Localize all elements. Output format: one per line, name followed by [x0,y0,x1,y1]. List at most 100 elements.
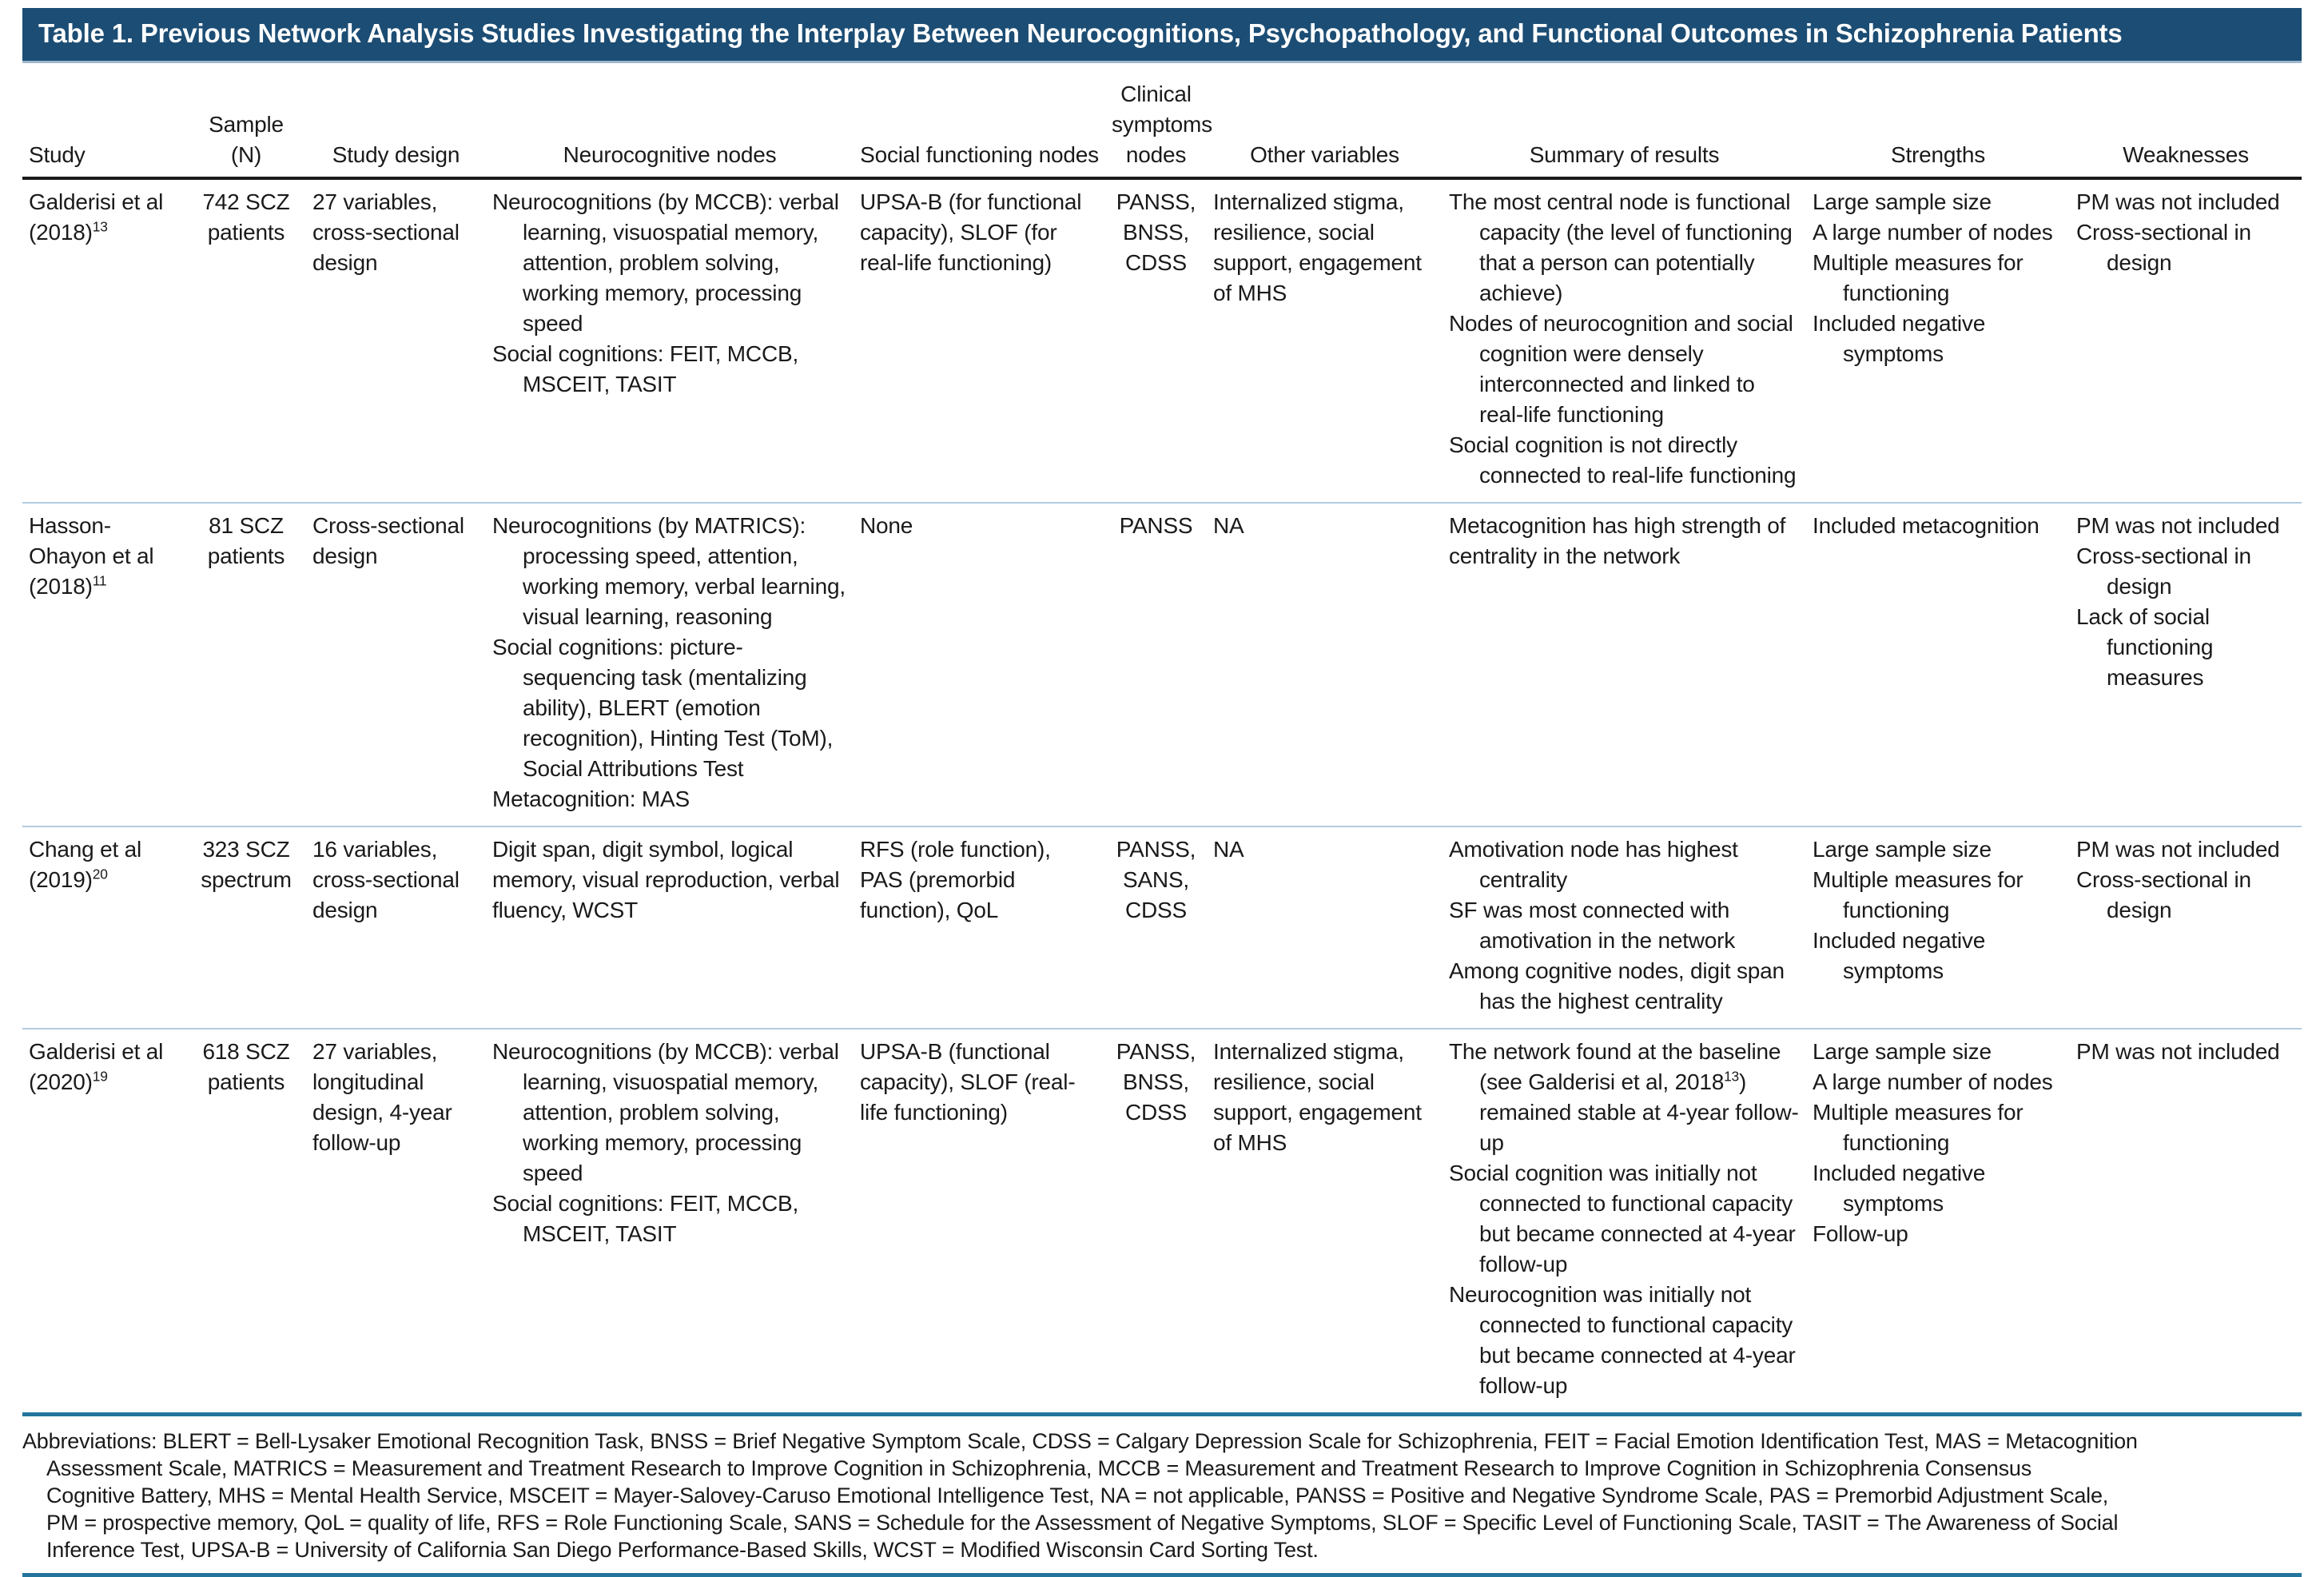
cell-line: Hasson- [29,513,111,538]
footnote-line: PM = prospective memory, QoL = quality o… [46,1511,2119,1535]
column-header-neurocognitive-nodes: Neurocognitive nodes [486,65,854,180]
table-cell: The most central node is functional capa… [1443,178,1806,504]
table-cell: NA [1207,503,1443,827]
cell-line: Multiple measures for functioning [1813,1100,2024,1155]
cell-line: 81 SCZ patients [207,513,285,568]
cell-line: Included negative symptoms [1813,311,1986,366]
cell-line: 27 variables, longitudinal design, 4-yea… [312,1039,452,1155]
cell-line: Follow-up [1813,1221,1908,1246]
column-header-summary-of-results: Summary of results [1443,65,1806,180]
footnote-line: Inference Test, UPSA-B = University of C… [46,1538,1319,1562]
cell-line: 742 SCZ patients [202,189,290,245]
cell-line: 618 SCZ patients [202,1039,290,1094]
table-cell: 742 SCZ patients [186,178,306,504]
table-cell: NA [1207,826,1443,1029]
cell-line: Neurocognitions (by MATRICS): processing… [492,513,846,629]
footnote-line: Abbreviations: BLERT = Bell-Lysaker Emot… [22,1429,2138,1453]
cell-line: Neurocognition was initially not connect… [1449,1282,1796,1398]
column-header-study-design: Study design [306,65,486,180]
cell-line: PM was not included [2076,189,2280,214]
cell-line: None [860,513,913,538]
table-cell: 323 SCZ spectrum [186,826,306,1029]
cell-line: Nodes of neurocognition and social cogni… [1449,311,1793,427]
table-row: Galderisi et al (2020)19 618 SCZ patients 2… [22,1029,2302,1416]
cell-line: NA [1213,513,1244,538]
table-cell: Chang et al (2019)20 [22,826,186,1029]
cell-line: PANSS, BNSS, CDSS [1116,189,1196,275]
cell-line: Galderisi et al [29,1039,164,1064]
table-cell: UPSA-B (functional capacity), SLOF (real… [854,1029,1105,1416]
cell-line: Neurocognitions (by MCCB): verbal learni… [492,1039,839,1185]
cell-line: The network found at the baseline (see G… [1449,1039,1799,1155]
cell-line: Cross-sectional in design [2076,220,2251,275]
table-cell: PANSS, BNSS, CDSS [1105,1029,1207,1416]
table-header: Study Sample (N) Study design Neurocognitiv… [22,65,2302,180]
cell-line: PM was not included [2076,1039,2280,1064]
cell-line: Social cognition was initially not conne… [1449,1161,1796,1276]
abbreviations-footnote: Abbreviations: BLERT = Bell-Lysaker Emot… [22,1428,2302,1563]
table-cell: Neurocognitions (by MCCB): verbal learni… [486,178,854,504]
cell-line: Amotivation node has highest centrality [1449,837,1738,892]
cell-line: Internalized stigma, resilience, social … [1213,189,1422,305]
cell-line: UPSA-B (functional capacity), SLOF (real… [860,1039,1076,1125]
cell-line: Social cognition is not directly connect… [1449,432,1797,488]
table-cell: 16 variables, cross-sectional design [306,826,486,1029]
cell-line: Metacognition: MAS [492,787,690,811]
table-cell: RFS (role function), PAS (premorbid func… [854,826,1105,1029]
table-cell: Metacognition has high strength of centr… [1443,503,1806,827]
table-row: Galderisi et al (2018)13 742 SCZ patients 2… [22,178,2302,504]
footnote-line: Assessment Scale, MATRICS = Measurement … [46,1456,2032,1480]
cell-line: PANSS, BNSS, CDSS [1116,1039,1196,1125]
table-cell: Large sample size A large number of nodes… [1806,178,2070,504]
cell-line: PM was not included [2076,513,2280,538]
table-cell: PM was not included Cross-sectional in de… [2070,178,2302,504]
cell-line: Large sample size [1813,837,1992,862]
cell-line: (2018)11 [29,572,107,599]
table-cell: Galderisi et al (2018)13 [22,178,186,504]
table-cell: The network found at the baseline (see G… [1443,1029,1806,1416]
table-row: Chang et al (2019)20 323 SCZ spectrum 16 va… [22,826,2302,1029]
table-cell: Neurocognitions (by MATRICS): processing… [486,503,854,827]
cell-line: Neurocognitions (by MCCB): verbal learni… [492,189,839,336]
table-cell: Amotivation node has highest centrality S… [1443,826,1806,1029]
cell-line: NA [1213,837,1244,862]
cell-line: Included metacognition [1813,513,2039,538]
table-cell: Large sample size A large number of nodes… [1806,1029,2070,1416]
cell-line: Galderisi et al [29,189,164,214]
cell-line: PANSS [1119,513,1193,538]
table-cell: PM was not included [2070,1029,2302,1416]
cell-line: A large number of nodes [1813,220,2053,245]
cell-line: SF was most connected with amotivation i… [1449,898,1736,953]
column-header-clinical-symptoms-nodes: Clinical symptoms nodes [1105,65,1212,180]
cell-line: Internalized stigma, resilience, social … [1213,1039,1422,1155]
table-title: Table 1. Previous Network Analysis Studi… [38,18,2123,48]
cell-line: Lack of social functioning measures [2076,604,2214,690]
table-cell: Neurocognitions (by MCCB): verbal learni… [486,1029,854,1416]
cell-line: Chang et al [29,837,142,862]
cell-line: 16 variables, cross-sectional design [312,837,460,922]
cell-line: (2019)20 [29,866,108,892]
cell-line: The most central node is functional capa… [1449,189,1793,305]
cell-line: PM was not included [2076,837,2280,862]
cell-line: Large sample size [1813,189,1992,214]
cell-line: Among cognitive nodes, digit span has th… [1449,958,1785,1014]
table-cell: PM was not included Cross-sectional in de… [2070,503,2302,827]
column-header-sample-n-: Sample (N) [186,65,306,180]
table-cell: PANSS [1105,503,1207,827]
cell-line: Metacognition has high strength of centr… [1449,513,1786,568]
cell-line: Cross-sectional in design [2076,544,2251,599]
table-cell: PANSS, BNSS, CDSS [1105,178,1207,504]
table-cell: 27 variables, longitudinal design, 4-yea… [306,1029,486,1416]
cell-line: 27 variables, cross-sectional design [312,189,460,275]
cell-line: Cross-sectional in design [2076,867,2251,922]
cell-line: Large sample size [1813,1039,1992,1064]
column-header-weaknesses: Weaknesses [2070,65,2302,180]
table-cell: Internalized stigma, resilience, social … [1207,178,1443,504]
table-cell: Included metacognition [1806,503,2070,827]
table-cell: PM was not included Cross-sectional in de… [2070,826,2302,1029]
cell-line: (2018)13 [29,218,108,245]
table-title-bar: Table 1. Previous Network Analysis Studi… [22,8,2302,63]
table-cell: None [854,503,1105,827]
cell-line: Social cognitions: picture-sequencing ta… [492,635,834,781]
